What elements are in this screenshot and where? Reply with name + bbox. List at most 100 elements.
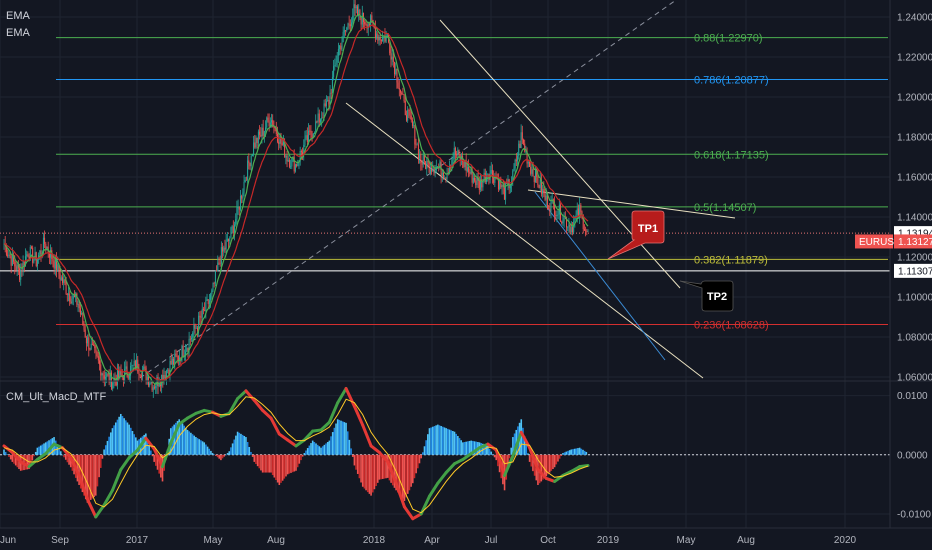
legend-ema-1[interactable]: EMA — [6, 10, 31, 22]
candle-body — [290, 166, 292, 168]
macd-histogram-bar — [109, 432, 112, 455]
resistance-line[interactable] — [527, 189, 736, 219]
candle-body — [95, 348, 97, 352]
candle-body — [134, 360, 136, 371]
candle-body — [219, 263, 221, 265]
macd-line-segment — [169, 422, 181, 445]
macd-histogram-bar — [523, 436, 526, 455]
macd-histogram-bar — [311, 440, 314, 455]
candle-body — [72, 295, 74, 299]
macd-histogram-bar — [562, 453, 564, 455]
macd-histogram-bar — [295, 454, 297, 471]
candle-body — [537, 176, 539, 186]
candle-body — [157, 376, 159, 387]
macd-histogram-bar — [120, 413, 122, 455]
candle-body — [311, 134, 313, 138]
candle-body — [262, 127, 264, 136]
candle-body — [192, 332, 194, 338]
dashed-trend-line[interactable] — [139, 0, 677, 379]
macd-histogram-bar — [412, 454, 414, 484]
candle-body — [254, 142, 256, 148]
candle-body — [480, 179, 482, 190]
macd-histogram-bar — [316, 444, 319, 455]
candle-body — [337, 48, 339, 56]
macd-histogram-bar — [373, 454, 376, 490]
macd-histogram-bar — [143, 434, 145, 455]
macd-histogram-bar — [430, 427, 432, 455]
macd-histogram-bar — [176, 421, 179, 455]
macd-histogram-bar — [455, 433, 457, 455]
candle-body — [487, 174, 489, 176]
macd-line-segment — [461, 452, 473, 462]
macd-histogram-bar — [573, 448, 576, 455]
candle-body — [112, 382, 114, 389]
macd-axis[interactable]: 0.0100 0.0000 -0.0100 — [897, 391, 931, 520]
macd-histogram-bar — [378, 454, 381, 480]
macd-histogram-bar — [480, 443, 483, 455]
macd-histogram-bar — [66, 454, 69, 463]
fib-level-label: 0.236(1.08628) — [694, 319, 769, 331]
candle-body — [342, 32, 344, 43]
candle-body — [509, 184, 511, 189]
time-tick-label: Oct — [540, 535, 556, 546]
macd-histogram-bar — [145, 433, 147, 455]
macd-histogram-bar — [253, 454, 256, 462]
macd-histogram-bar — [190, 432, 192, 455]
macd-line-segment — [110, 468, 123, 492]
macd-histogram-bar — [512, 437, 514, 455]
macd-histogram-bar — [391, 454, 394, 486]
candle-body — [395, 69, 397, 75]
legend-indicator[interactable]: CM_Ult_MacD_MTF — [6, 391, 107, 403]
candle-body — [482, 179, 484, 188]
macd-histogram-bar — [383, 454, 386, 479]
price-axis[interactable]: 1.24000 1.22000 1.20000 1.18000 1.16000 1.140… — [897, 13, 932, 384]
price-tick-label: 1.08000 — [897, 333, 932, 344]
candle-body — [173, 358, 175, 365]
macd-histogram-bar — [415, 454, 417, 474]
macd-signal-line — [3, 396, 589, 514]
macd-line-segment — [286, 438, 298, 448]
macd-line-segment — [344, 387, 356, 408]
macd-histogram-bar — [288, 454, 291, 474]
macd-histogram-bar — [401, 454, 404, 499]
macd-histogram-bar — [306, 448, 309, 455]
macd-histogram-bar — [425, 440, 427, 455]
macd-line-segment — [578, 463, 590, 469]
macd-line-segment — [227, 397, 240, 415]
macd-line-segment — [44, 442, 56, 456]
candle-body — [35, 252, 37, 266]
candle-body — [176, 355, 178, 357]
candle-body — [177, 355, 179, 361]
candle-body — [128, 375, 130, 379]
time-axis[interactable]: Jun Sep 2017 May Aug 2018 Apr Jul Oct 2019 May Aug 2… — [0, 535, 857, 546]
macd-line-segment — [261, 408, 273, 420]
macd-histogram-bar — [211, 453, 214, 455]
candle-body — [515, 159, 517, 162]
candle-body — [336, 55, 338, 63]
candle-body — [53, 261, 55, 269]
candle-body — [97, 356, 99, 361]
candle-body — [340, 45, 342, 50]
candle-body — [448, 167, 450, 174]
macd-histogram-bar — [545, 454, 548, 477]
candle-body — [94, 345, 96, 349]
legend-ema-2[interactable]: EMA — [6, 27, 31, 39]
grid — [0, 0, 890, 528]
candle-body — [574, 216, 576, 222]
candle-body — [503, 186, 505, 200]
candle-body — [548, 208, 550, 210]
macd-histogram-bar — [567, 450, 569, 455]
candle-body — [445, 177, 447, 179]
candle-body — [193, 324, 195, 333]
candle-body — [213, 282, 215, 284]
macd-histogram-bar — [335, 423, 337, 455]
candle-body — [198, 315, 200, 331]
candle-body — [93, 344, 95, 346]
candle-body — [243, 181, 245, 193]
macd-histogram-bar — [375, 454, 377, 487]
candle-body — [27, 254, 29, 257]
macd-histogram-bar — [130, 427, 132, 455]
macd-histogram-bar — [233, 439, 236, 455]
candle-body — [291, 157, 293, 167]
